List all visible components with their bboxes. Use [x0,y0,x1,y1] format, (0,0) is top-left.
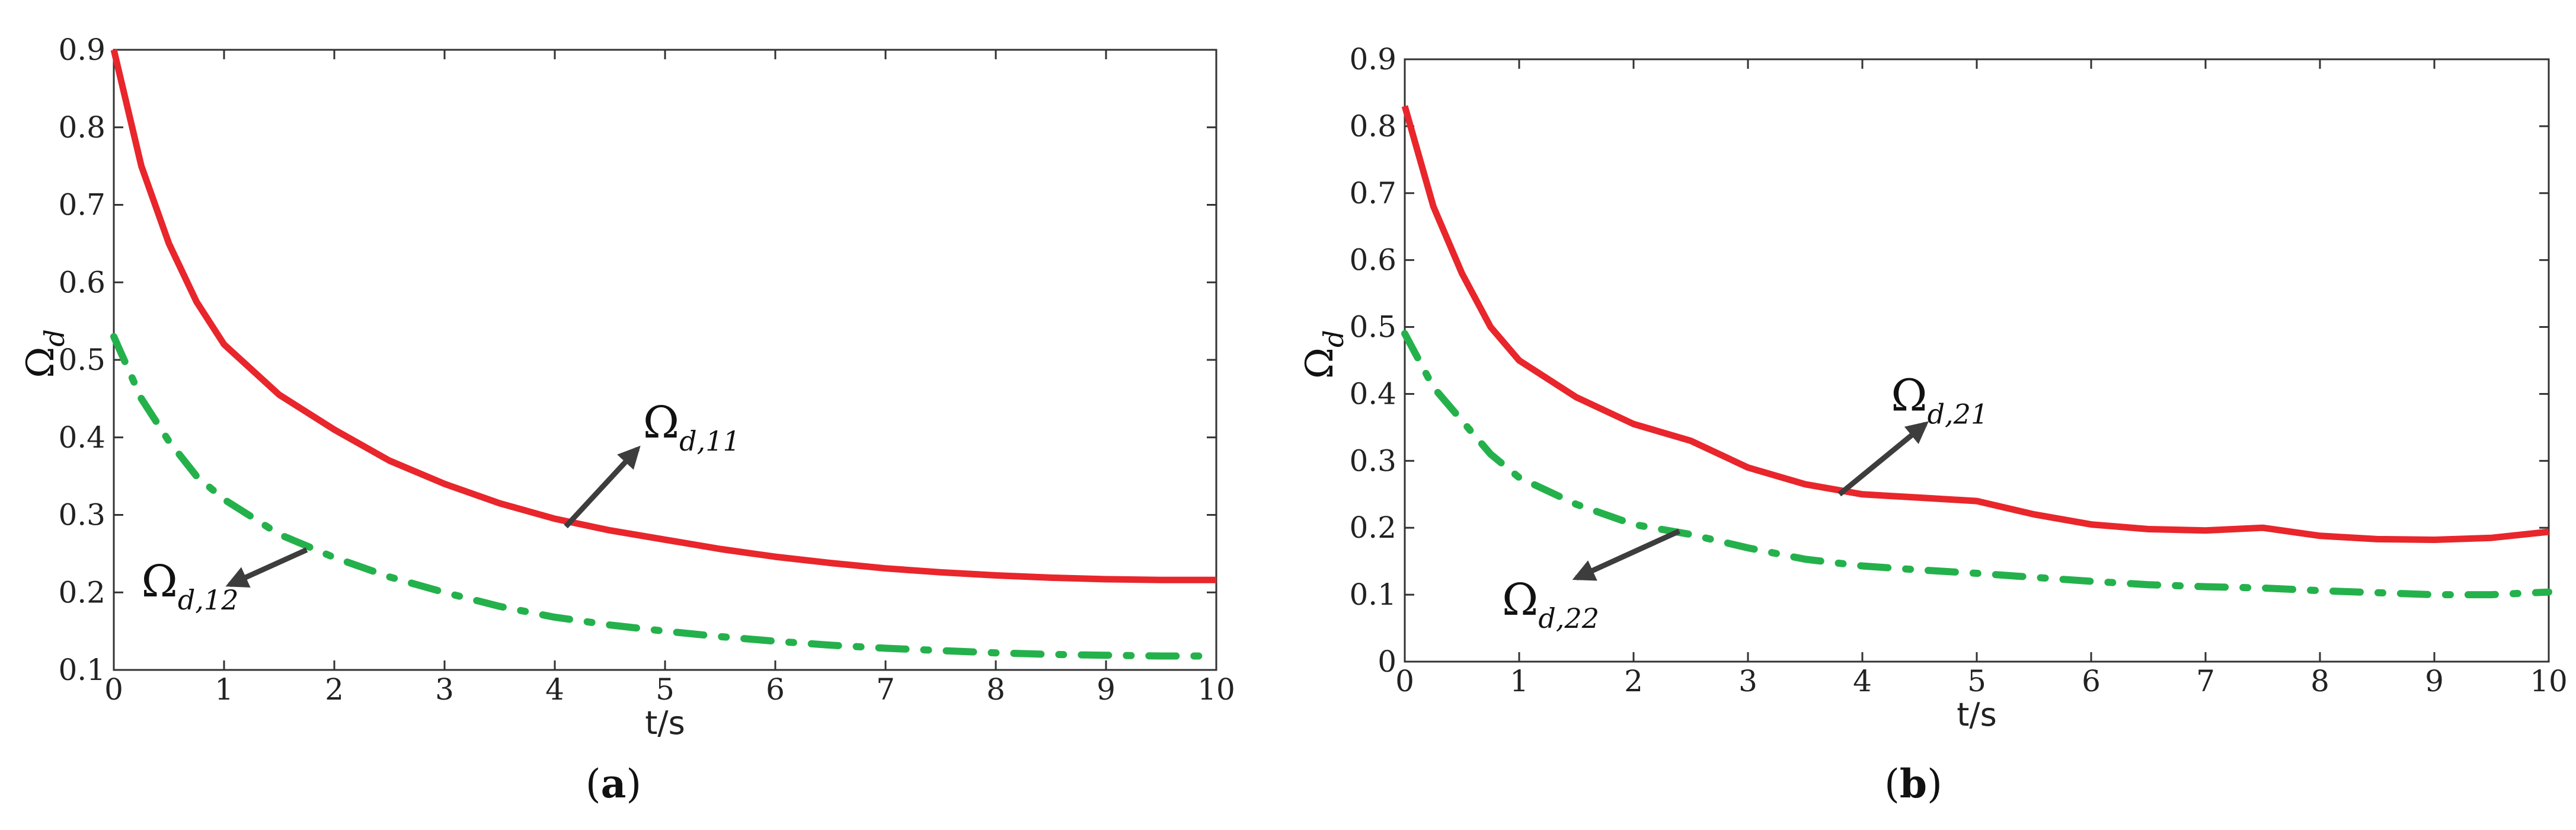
y-axis-title-sub: d [39,329,71,346]
annotation-label-main: Ω [142,556,178,607]
series-line-1 [1401,105,2549,543]
x-tick-label: 3 [1738,664,1757,698]
x-tick-label: 0 [104,672,123,707]
y-tick-label: 0.8 [1349,109,1396,143]
y-tick-label: 0.3 [58,498,106,532]
x-tick-label: 1 [215,672,234,707]
annotation-label-sub: d,22 [1538,602,1599,634]
panel-label: (b) [1884,761,1942,807]
y-axis-title-sub: d [1318,330,1350,347]
x-tick-label: 7 [876,672,895,707]
x-tick-label: 3 [435,672,454,707]
x-tick-label: 6 [766,672,785,707]
x-tick-label: 8 [2310,664,2329,698]
annotation-arrow [1572,528,1681,581]
y-tick-label: 0.2 [58,575,106,609]
annotation-label: Ωd,11 [643,397,740,457]
panel-label-close: ) [626,761,641,807]
y-tick-label: 0.8 [58,110,106,145]
chart-panel-a: 0 1 2 3 4 5 6 7 8 9 10 0.1 0.2 0.3 0.4 0.5 0.6 0.7 0.8 0.9 t… [19,33,1235,807]
annotation-label-sub: d,11 [679,425,740,457]
annotation-arrow [564,445,641,529]
y-tick-label: 0 [1378,644,1396,679]
annotation-label-main: Ω [1502,574,1538,625]
y-tick-label: 0.7 [58,188,106,222]
annotation-label: Ωd,22 [1502,574,1599,634]
annotation-label-main: Ω [1891,371,1927,422]
panel-label-close: ) [1927,761,1942,807]
series-line-2 [110,333,1220,660]
annotation-label: Ωd,21 [1891,371,1988,430]
x-tick-label: 6 [2082,664,2101,698]
y-tick-label: 0.5 [1349,310,1396,344]
panel-label: (a) [586,761,641,807]
x-tick-label: 2 [325,672,344,707]
series-line-1 [110,49,1216,583]
annotation-label-sub: d,21 [1928,398,1989,430]
y-tick-label: 0.2 [1349,510,1396,545]
x-tick-label: 4 [545,672,564,707]
y-tick-label: 0.3 [1349,443,1396,478]
x-tick-label: 4 [1853,664,1872,698]
y-tick-label: 0.4 [58,420,106,455]
x-tick-label: 7 [2196,664,2215,698]
series-line-2 [1401,330,2552,599]
annotation-arrow [225,547,308,588]
y-tick-label: 0.9 [58,33,106,67]
chart-panel-b: 0 1 2 3 4 5 6 7 8 9 10 0 0.1 0.2 0.3 0.4 0.5 0.6 0.7 0.8 0.9… [1298,42,2568,807]
y-tick-label: 0.5 [58,343,106,377]
y-axis-title: Ωd [1298,330,1350,379]
panel-label-open: ( [586,761,601,807]
x-tick-label: 5 [1967,664,1986,698]
y-tick-label: 0.1 [1349,577,1396,612]
x-tick-label: 8 [986,672,1005,707]
x-tick-label: 10 [2530,664,2568,698]
x-tick-label: 5 [656,672,675,707]
y-tick-label: 0.6 [1349,243,1396,277]
y-tick-label: 0.9 [1349,42,1396,76]
x-tick-label: 1 [1510,664,1529,698]
x-axis-title: t/s [1957,696,1997,733]
y-tick-label: 0.1 [58,653,106,687]
y-axis-title-main: Ω [1298,347,1342,379]
annotation-arrow [1837,421,1929,497]
panel-label-letter: b [1900,761,1927,807]
panel-label-letter: a [601,761,627,807]
x-tick-label: 2 [1624,664,1643,698]
annotation-label: Ωd,12 [142,556,239,616]
x-tick-label: 0 [1395,664,1414,698]
x-tick-label: 10 [1197,672,1235,707]
y-axis-title: Ωd [19,329,71,378]
y-tick-label: 0.6 [58,265,106,299]
x-tick-label: 9 [1097,672,1116,707]
panel-label-open: ( [1884,761,1900,807]
annotation-label-sub: d,12 [178,584,239,616]
y-tick-label: 0.4 [1349,376,1396,411]
x-axis-title: t/s [645,704,685,742]
y-axis-title-main: Ω [19,347,63,378]
x-tick-label: 9 [2425,664,2444,698]
annotation-label-main: Ω [643,397,679,448]
y-tick-label: 0.7 [1349,176,1396,210]
